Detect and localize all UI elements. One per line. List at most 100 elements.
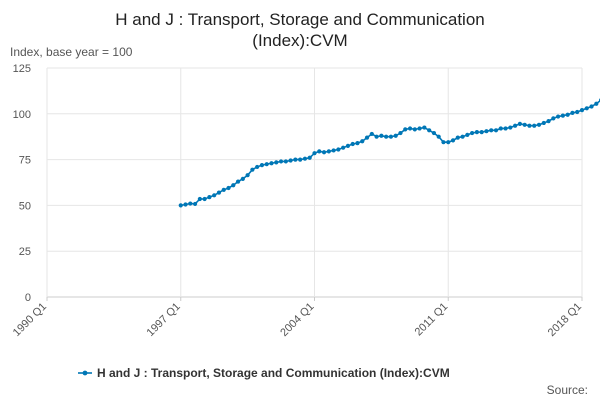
data-point[interactable] [527, 123, 532, 128]
data-point[interactable] [188, 201, 193, 206]
data-point[interactable] [355, 141, 360, 146]
data-point[interactable] [250, 167, 255, 172]
data-point[interactable] [192, 201, 198, 207]
data-point[interactable] [513, 123, 518, 128]
data-point[interactable] [455, 135, 460, 140]
series-layer [178, 98, 600, 208]
data-point[interactable] [197, 196, 202, 202]
data-point[interactable] [235, 179, 241, 184]
data-point[interactable] [412, 127, 417, 132]
data-point[interactable] [570, 110, 575, 115]
data-point[interactable] [407, 126, 413, 131]
data-point[interactable] [532, 123, 537, 128]
data-point[interactable] [360, 139, 365, 144]
data-point[interactable] [575, 109, 580, 115]
data-point[interactable] [465, 132, 470, 137]
legend[interactable]: H and J : Transport, Storage and Communi… [78, 366, 450, 380]
data-point[interactable] [264, 162, 269, 167]
data-point[interactable] [460, 134, 465, 139]
data-point[interactable] [379, 133, 384, 138]
data-point[interactable] [293, 157, 298, 162]
data-point[interactable] [240, 176, 245, 181]
data-point[interactable] [298, 157, 303, 162]
data-point[interactable] [436, 134, 441, 139]
y-tick-label: 100 [13, 109, 31, 121]
data-point[interactable] [493, 128, 499, 133]
data-point[interactable] [546, 119, 551, 124]
data-point[interactable] [508, 125, 513, 130]
data-point[interactable] [589, 104, 594, 109]
data-point[interactable] [541, 120, 546, 126]
data-point[interactable] [331, 148, 336, 153]
data-point[interactable] [594, 101, 599, 106]
data-point[interactable] [579, 108, 585, 113]
data-point[interactable] [364, 135, 370, 140]
data-point[interactable] [517, 121, 523, 126]
data-point[interactable] [403, 127, 408, 132]
data-point[interactable] [427, 128, 432, 133]
data-point[interactable] [479, 130, 484, 135]
data-point[interactable] [341, 145, 346, 150]
data-point[interactable] [178, 203, 183, 208]
data-point[interactable] [312, 151, 317, 156]
data-point[interactable] [565, 112, 570, 117]
data-point[interactable] [226, 185, 231, 191]
data-point[interactable] [484, 129, 489, 134]
data-point[interactable] [321, 150, 327, 155]
data-point[interactable] [207, 195, 212, 200]
data-point[interactable] [221, 187, 226, 192]
data-point[interactable] [202, 196, 207, 202]
y-tick-label: 25 [19, 246, 31, 258]
data-point[interactable] [212, 193, 217, 198]
data-point[interactable] [278, 159, 284, 164]
series-line [180, 99, 600, 207]
data-point[interactable] [441, 140, 446, 145]
data-point[interactable] [398, 130, 403, 136]
data-point[interactable] [374, 134, 379, 139]
data-point[interactable] [584, 106, 589, 111]
data-point[interactable] [450, 138, 456, 143]
data-point[interactable] [536, 122, 542, 127]
data-point[interactable] [259, 163, 265, 168]
data-point[interactable] [216, 190, 222, 195]
data-point[interactable] [350, 141, 355, 147]
data-point[interactable] [317, 149, 322, 154]
chart-title-line1: H and J : Transport, Storage and Communi… [115, 10, 484, 29]
data-point[interactable] [474, 130, 480, 135]
chart-title-line2: (Index):CVM [252, 31, 347, 50]
data-point[interactable] [522, 122, 527, 127]
data-point[interactable] [183, 202, 188, 207]
data-point[interactable] [283, 159, 288, 164]
data-point[interactable] [422, 125, 427, 130]
data-point[interactable] [470, 130, 475, 136]
data-point[interactable] [336, 147, 341, 152]
source-label: Source: [547, 383, 588, 397]
data-point[interactable] [388, 134, 394, 139]
data-point[interactable] [551, 116, 556, 121]
data-point[interactable] [245, 173, 250, 178]
data-point[interactable] [489, 128, 494, 133]
data-point[interactable] [446, 140, 451, 145]
grid-layer [46, 67, 583, 301]
data-point[interactable] [384, 134, 389, 139]
data-point[interactable] [503, 126, 508, 131]
data-point[interactable] [345, 143, 351, 148]
data-point[interactable] [431, 130, 437, 136]
data-point[interactable] [302, 156, 308, 161]
data-point[interactable] [255, 164, 260, 170]
data-point[interactable] [498, 126, 503, 131]
data-point[interactable] [269, 161, 274, 166]
data-point[interactable] [274, 160, 279, 165]
x-tick-label: 1990 Q1 [11, 301, 49, 339]
data-point[interactable] [231, 183, 236, 188]
data-point[interactable] [307, 155, 312, 160]
data-point[interactable] [556, 114, 561, 119]
data-point[interactable] [369, 131, 374, 137]
data-point[interactable] [560, 113, 565, 118]
data-point[interactable] [326, 149, 331, 154]
data-point[interactable] [288, 158, 293, 163]
data-point[interactable] [417, 126, 422, 131]
data-point[interactable] [393, 133, 398, 138]
y-tick-label: 125 [13, 63, 31, 75]
